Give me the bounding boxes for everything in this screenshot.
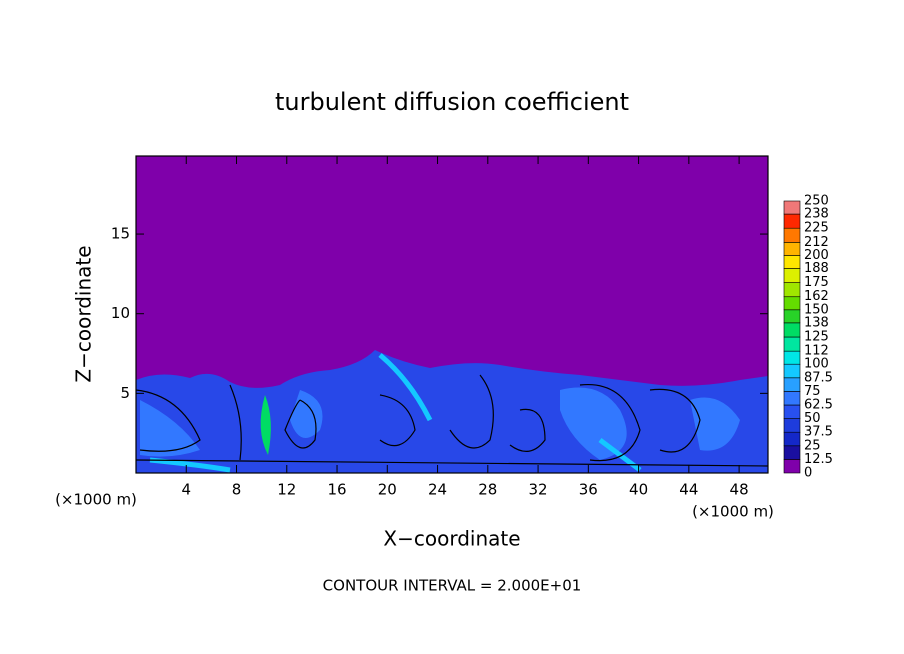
colorbar-bin — [783, 322, 801, 338]
x-tick-label: 4 — [181, 481, 191, 499]
colorbar-bin — [783, 404, 801, 419]
turbulent-patch — [140, 387, 740, 460]
colorbar-bin — [783, 255, 801, 269]
y-axis-label: Z−coordinate — [72, 245, 96, 382]
turbulent-patch — [260, 395, 271, 455]
colorbar-label: 12.5 — [804, 452, 833, 467]
x-tick-label: 32 — [529, 481, 548, 499]
colorbar-label: 75 — [804, 384, 821, 399]
x-tick-label: 40 — [629, 481, 648, 499]
colorbar-label: 138 — [804, 315, 829, 330]
colorbar-label: 188 — [804, 261, 829, 276]
colorbar-label: 150 — [804, 302, 829, 317]
colorbar-label: 0 — [804, 466, 812, 481]
colorbar-bin — [783, 242, 801, 256]
colorbar-bin — [783, 282, 801, 298]
colorbar-label: 62.5 — [804, 398, 833, 413]
y-tick-label: 5 — [120, 384, 130, 402]
colorbar-bin — [783, 336, 801, 352]
x-unit-label: (×1000 m) — [692, 503, 774, 521]
colorbar-label: 225 — [804, 221, 829, 236]
x-tick-label: 8 — [232, 481, 242, 499]
plot-frame — [135, 155, 769, 474]
colorbar-label: 100 — [804, 357, 829, 372]
colorbar-bin — [783, 445, 801, 460]
colorbar-bin — [783, 431, 801, 447]
y-tick-label: 15 — [111, 225, 130, 243]
colorbar-bin — [783, 309, 801, 324]
colorbar-label: 162 — [804, 289, 829, 304]
x-unit-label: (×1000 m) — [55, 491, 137, 509]
colorbar-label: 50 — [804, 411, 821, 426]
colorbar-bin — [783, 200, 801, 215]
footnote: CONTOUR INTERVAL = 2.000E+01 — [323, 577, 582, 595]
colorbar-label: 87.5 — [804, 370, 833, 385]
turbulent-patch — [149, 353, 642, 473]
colorbar-label: 175 — [804, 275, 829, 290]
x-tick-label: 48 — [730, 481, 749, 499]
x-tick-label: 36 — [579, 481, 598, 499]
contour-line — [135, 374, 769, 467]
colorbar-bin — [783, 391, 801, 406]
colorbar-bin — [783, 296, 801, 311]
colorbar-label: 112 — [804, 344, 829, 359]
x-tick-label: 16 — [327, 481, 346, 499]
x-tick-label: 28 — [478, 481, 497, 499]
x-tick-label: 44 — [679, 481, 698, 499]
colorbar-bin — [783, 377, 801, 392]
x-tick-label: 24 — [428, 481, 447, 499]
x-axis-label: X−coordinate — [383, 527, 520, 551]
colorbar-label: 37.5 — [804, 425, 833, 440]
colorbar-label: 238 — [804, 207, 829, 222]
field — [135, 156, 769, 473]
colorbar-bin — [783, 227, 801, 243]
chart-title: turbulent diffusion coefficient — [275, 88, 629, 116]
x-tick-label: 20 — [378, 481, 397, 499]
x-tick-label: 12 — [277, 481, 296, 499]
y-tick-label: 10 — [111, 304, 130, 322]
colorbar-label: 250 — [804, 194, 829, 209]
colorbar-label: 25 — [804, 438, 821, 453]
colorbar-label: 212 — [804, 235, 829, 250]
colorbar-bin — [783, 213, 801, 229]
colorbar-bin — [783, 350, 801, 365]
colorbar-bin — [783, 363, 801, 379]
colorbar-bin — [783, 459, 801, 474]
colorbar-label: 200 — [804, 248, 829, 263]
colorbar-bin — [783, 268, 801, 283]
colorbar-bin — [783, 418, 801, 433]
colorbar-label: 125 — [804, 330, 829, 345]
